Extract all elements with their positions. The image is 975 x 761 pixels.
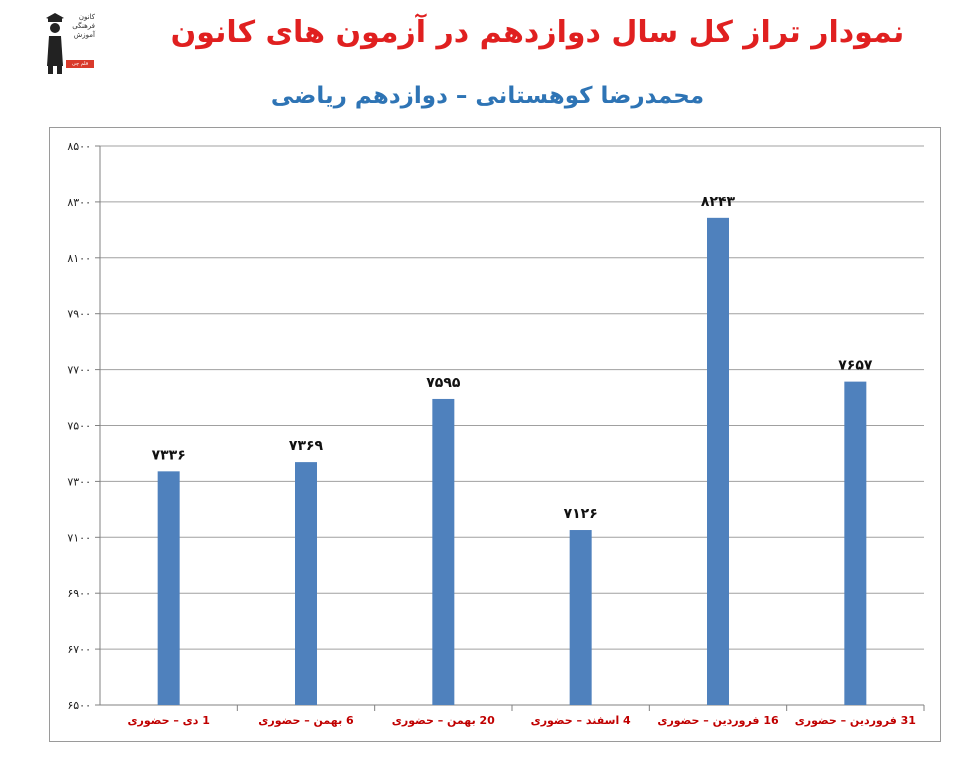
x-tick-label: 20 بهمن – حضوری	[392, 714, 495, 727]
x-tick-label: 1 دی – حضوری	[127, 714, 209, 727]
y-tick-label: ۸۵۰۰	[67, 140, 91, 153]
y-tick-label: ۸۱۰۰	[67, 252, 91, 265]
y-tick-label: ۶۵۰۰	[67, 699, 91, 712]
y-tick-label: ۷۵۰۰	[67, 420, 91, 433]
x-tick-label: 16 فروردین – حضوری	[657, 714, 779, 727]
bar-chart: ۶۵۰۰ ۶۷۰۰ ۶۹۰۰ ۷۱۰۰ ۷۳۰۰ ۷۵۰۰ ۷۷۰۰ ۷۹۰۰ ۸۱۰۰ ۸۳۰۰…	[67, 140, 925, 727]
y-tick-label: ۶۹۰۰	[67, 587, 91, 600]
bar	[707, 217, 729, 706]
kanoon-logo	[46, 13, 64, 74]
data-label: ۷۶۵۷	[838, 358, 873, 374]
x-tick-label: 6 بهمن – حضوری	[258, 714, 354, 727]
bar	[844, 381, 867, 705]
y-tick-label: ۶۷۰۰	[67, 643, 91, 656]
chart-subtitle: محمدرضا کوهستانی – دوازدهم ریاضی	[270, 83, 705, 109]
data-label: ۸۲۴۳	[701, 194, 736, 210]
y-tick-label: ۷۹۰۰	[67, 308, 91, 321]
x-tick-label: 31 فروردین – حضوری	[795, 714, 916, 727]
chart-title: نمودار تراز کل سال دوازدهم در آزمون های …	[170, 15, 905, 50]
y-tick-label: ۷۷۰۰	[67, 364, 91, 377]
y-tick-label: ۷۱۰۰	[67, 531, 91, 544]
data-label: ۷۵۹۵	[426, 375, 461, 391]
logo-text-line: کانون	[78, 13, 95, 21]
y-tick-label: ۸۳۰۰	[67, 196, 91, 209]
y-tick-label: ۷۳۰۰	[67, 475, 91, 488]
bar	[569, 530, 592, 705]
bar	[157, 471, 180, 705]
bar	[295, 462, 317, 705]
chart-frame: ۶۵۰۰ ۶۷۰۰ ۶۹۰۰ ۷۱۰۰ ۷۳۰۰ ۷۵۰۰ ۷۷۰۰ ۷۹۰۰ ۸۱۰۰ ۸۳۰۰…	[49, 127, 941, 742]
data-label: ۷۱۲۶	[564, 506, 598, 522]
data-label: ۷۳۳۶	[152, 447, 186, 463]
data-label: ۷۳۶۹	[289, 438, 324, 454]
logo-text-line: آموزش	[73, 31, 95, 39]
logo-text: کانون فرهنگی آموزش	[65, 13, 95, 40]
bar	[432, 398, 455, 705]
logo-text-line: فرهنگی	[72, 22, 95, 30]
logo-badge: قلم چی	[66, 60, 94, 68]
x-tick-label: 4 اسفند – حضوری	[531, 714, 631, 727]
